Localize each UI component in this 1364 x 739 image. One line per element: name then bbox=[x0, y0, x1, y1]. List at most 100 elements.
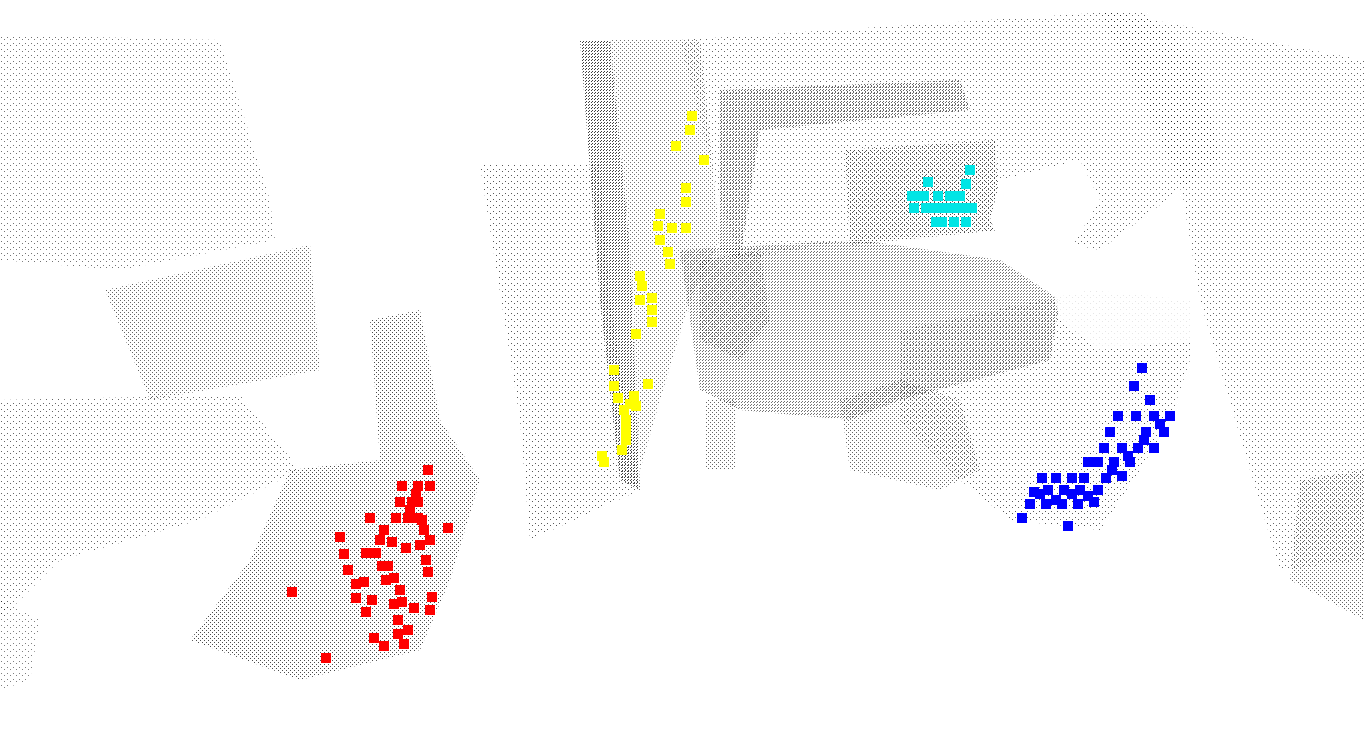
annotation-marker bbox=[667, 223, 677, 233]
marker-group-cyan bbox=[907, 165, 977, 227]
annotation-marker bbox=[403, 513, 413, 523]
annotation-marker bbox=[685, 125, 695, 135]
point-region bbox=[580, 40, 640, 490]
annotation-marker bbox=[1149, 411, 1159, 421]
annotation-marker bbox=[681, 197, 691, 207]
annotation-marker bbox=[425, 535, 435, 545]
annotation-marker bbox=[621, 425, 631, 435]
annotation-marker bbox=[619, 405, 629, 415]
annotation-marker bbox=[423, 465, 433, 475]
point-region bbox=[1050, 280, 1195, 350]
annotation-marker bbox=[681, 183, 691, 193]
annotation-marker bbox=[953, 203, 963, 213]
annotation-marker bbox=[647, 305, 657, 315]
annotation-marker bbox=[1043, 485, 1053, 495]
annotation-marker bbox=[395, 497, 405, 507]
annotation-marker bbox=[361, 607, 371, 617]
annotation-marker bbox=[1131, 411, 1141, 421]
point-region bbox=[0, 395, 300, 620]
annotation-marker bbox=[1041, 499, 1051, 509]
annotation-marker bbox=[1067, 473, 1077, 483]
annotation-marker bbox=[387, 537, 397, 547]
annotation-marker bbox=[1117, 471, 1127, 481]
annotation-marker bbox=[933, 191, 943, 201]
annotation-marker bbox=[599, 457, 609, 467]
annotation-marker bbox=[907, 191, 917, 201]
annotation-marker bbox=[1099, 443, 1109, 453]
annotation-marker bbox=[423, 567, 433, 577]
annotation-marker bbox=[1133, 443, 1143, 453]
annotation-marker bbox=[967, 203, 977, 213]
annotation-marker bbox=[339, 549, 349, 559]
annotation-marker bbox=[941, 203, 951, 213]
annotation-marker bbox=[621, 415, 631, 425]
annotation-marker bbox=[405, 505, 415, 515]
annotation-marker bbox=[1037, 473, 1047, 483]
annotation-marker bbox=[389, 573, 399, 583]
annotation-marker bbox=[381, 575, 391, 585]
point-cloud-regions bbox=[0, 10, 1364, 690]
annotation-marker bbox=[609, 381, 619, 391]
point-region bbox=[1290, 470, 1364, 620]
annotation-marker bbox=[351, 579, 361, 589]
annotation-marker bbox=[931, 217, 941, 227]
point-region bbox=[900, 290, 1190, 530]
annotation-marker bbox=[665, 259, 675, 269]
annotation-marker bbox=[395, 585, 405, 595]
annotation-marker bbox=[379, 525, 389, 535]
annotation-marker bbox=[1159, 427, 1169, 437]
annotation-marker bbox=[1165, 411, 1175, 421]
annotation-marker bbox=[321, 653, 331, 663]
annotation-marker bbox=[427, 592, 437, 602]
annotation-marker bbox=[631, 329, 641, 339]
annotation-marker bbox=[1029, 487, 1039, 497]
annotation-marker bbox=[343, 565, 353, 575]
annotation-marker bbox=[1101, 473, 1111, 483]
annotation-marker bbox=[965, 165, 975, 175]
annotation-marker bbox=[1139, 435, 1149, 445]
annotation-marker bbox=[1075, 485, 1085, 495]
point-region bbox=[0, 600, 40, 690]
annotation-marker bbox=[637, 281, 647, 291]
annotation-marker bbox=[407, 497, 417, 507]
annotation-marker bbox=[1083, 457, 1093, 467]
annotation-marker bbox=[393, 629, 403, 639]
annotation-marker bbox=[397, 481, 407, 491]
annotation-marker bbox=[1089, 497, 1099, 507]
annotation-marker bbox=[609, 365, 619, 375]
point-region bbox=[990, 160, 1100, 260]
annotation-marker bbox=[1117, 443, 1127, 453]
annotation-marker bbox=[359, 577, 369, 587]
annotation-marker bbox=[1025, 499, 1035, 509]
annotation-marker bbox=[671, 141, 681, 151]
annotation-marker bbox=[389, 599, 399, 609]
annotation-marker bbox=[371, 548, 381, 558]
annotation-marker bbox=[687, 111, 697, 121]
point-region bbox=[1100, 10, 1364, 570]
annotation-marker bbox=[1017, 513, 1027, 523]
annotation-marker bbox=[945, 191, 955, 201]
annotation-marker bbox=[415, 540, 425, 550]
annotation-marker bbox=[419, 525, 429, 535]
marker-group-yellow bbox=[597, 111, 709, 467]
annotation-marker bbox=[635, 295, 645, 305]
annotation-marker bbox=[961, 179, 971, 189]
annotation-marker bbox=[1035, 489, 1045, 499]
annotation-marker bbox=[617, 445, 627, 455]
annotation-marker bbox=[909, 203, 919, 213]
annotation-marker bbox=[425, 481, 435, 491]
annotation-marker bbox=[413, 481, 423, 491]
annotation-marker bbox=[635, 271, 645, 281]
annotation-marker bbox=[361, 548, 371, 558]
annotation-marker bbox=[1145, 395, 1155, 405]
annotation-marker bbox=[1141, 427, 1151, 437]
annotation-marker bbox=[653, 221, 663, 231]
annotation-marker bbox=[399, 639, 409, 649]
annotation-marker bbox=[631, 401, 641, 411]
annotation-marker bbox=[1149, 443, 1159, 453]
annotation-marker bbox=[681, 223, 691, 233]
annotation-marker bbox=[925, 203, 935, 213]
annotation-marker bbox=[365, 513, 375, 523]
marker-group-blue bbox=[1017, 363, 1175, 531]
